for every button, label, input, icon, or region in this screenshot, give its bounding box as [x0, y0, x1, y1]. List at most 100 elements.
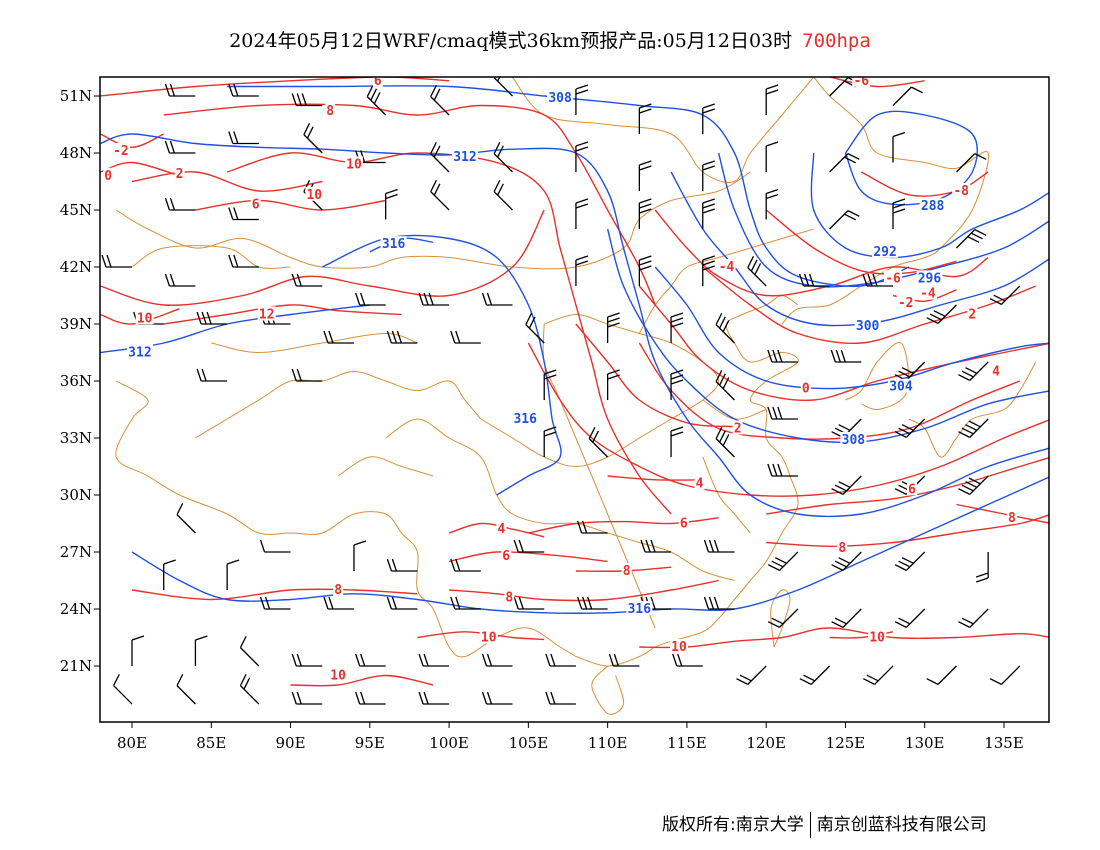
- wind-barb: [638, 198, 652, 229]
- temperature-contour-label: 8: [623, 564, 631, 579]
- wind-barb: [955, 153, 987, 173]
- map-frame: [99, 76, 1050, 723]
- wind-barb: [575, 255, 589, 286]
- geopotential-contour-line: [844, 110, 978, 206]
- wind-barb: [588, 427, 609, 458]
- temperature-contour-label: 10: [481, 631, 497, 646]
- wind-barb: [239, 636, 260, 667]
- wind-barb: [767, 463, 798, 477]
- footer-left: 版权所有:南京大学: [662, 815, 804, 835]
- geopotential-contour-label-bg: [916, 270, 943, 285]
- wind-barb: [450, 596, 481, 610]
- lat-tick-label: 24N: [60, 600, 92, 618]
- wind-barb: [226, 559, 240, 590]
- wind-barb: [702, 198, 715, 229]
- wind-barb: [989, 285, 1021, 305]
- temperature-contour-label-bg: [907, 481, 918, 496]
- wind-barb: [386, 330, 418, 344]
- temperature-contour-label-bg: [717, 259, 736, 273]
- temperature-contour-label-bg: [669, 639, 688, 653]
- title-main: 2024年05月12日WRF/cmaq模式36km预报产品:05月12日03时: [229, 30, 793, 52]
- temperature-contour-line: [702, 266, 1036, 345]
- wind-barb: [767, 406, 798, 420]
- border-line: [195, 370, 482, 439]
- wind-barb: [638, 103, 652, 134]
- wind-barb: [958, 361, 989, 381]
- wind-barb: [638, 160, 652, 191]
- temperature-contour-label: 6: [374, 74, 382, 89]
- wind-barb: [577, 520, 608, 534]
- wind-barb: [640, 539, 672, 553]
- wind-barb: [894, 551, 926, 571]
- border-line: [591, 665, 625, 715]
- wind-barb: [291, 368, 323, 382]
- wind-barb: [164, 83, 196, 97]
- temperature-contour-label-bg: [372, 77, 383, 87]
- wind-barb: [894, 418, 926, 438]
- temperature-contour-label-bg: [504, 589, 515, 604]
- lon-tick-label: 105E: [509, 734, 549, 752]
- geopotential-contour-line: [100, 133, 1049, 518]
- geopotential-contour-line: [810, 152, 1049, 259]
- wind-barb: [386, 558, 418, 572]
- wind-barb: [481, 653, 513, 667]
- temperature-contour-label: -8: [953, 184, 969, 199]
- temperature-contour-label: -6: [853, 74, 869, 89]
- geopotential-contour-label: 300: [856, 319, 880, 334]
- wind-barb: [703, 596, 735, 610]
- wind-barb: [545, 653, 576, 667]
- wind-barb: [481, 292, 513, 306]
- wind-barb: [418, 292, 450, 306]
- wind-barb: [767, 551, 799, 571]
- temperature-contour-label-bg: [967, 306, 978, 321]
- wind-barb: [830, 349, 862, 363]
- temperature-contour-label: 12: [259, 308, 275, 323]
- temperature-contour-label-bg: [479, 629, 498, 644]
- wind-barb: [291, 691, 323, 705]
- wind-barb: [829, 210, 860, 230]
- wind-barb: [958, 608, 989, 628]
- lat-tick-label: 51N: [60, 87, 92, 105]
- wind-barb: [228, 83, 259, 97]
- temperature-contour-line: [638, 342, 1021, 440]
- temperature-contour-label: 10: [137, 311, 153, 326]
- temperature-contour-line: [195, 199, 386, 211]
- wind-barb: [670, 426, 684, 457]
- wind-barb: [291, 93, 323, 107]
- lat-tick-label: 45N: [60, 201, 92, 219]
- wind-barb: [163, 559, 176, 590]
- wind-barb: [894, 608, 926, 628]
- wind-barb: [385, 188, 398, 220]
- footer-right: 南京创蓝科技有限公司: [816, 815, 987, 835]
- temperature-contour-label-bg: [257, 306, 276, 321]
- wind-barb: [430, 180, 450, 211]
- geopotential-contour-label: 316: [513, 412, 537, 427]
- geopotential-contour-label-bg: [919, 198, 946, 213]
- wind-barb: [545, 691, 576, 705]
- wind-barb: [239, 674, 260, 705]
- wind-barb: [543, 426, 557, 457]
- geopotential-contour-line: [322, 234, 562, 496]
- wind-barb: [975, 552, 989, 583]
- wind-barb: [418, 653, 450, 667]
- geopotential-contour-line: [606, 228, 1049, 444]
- wind-barb: [575, 198, 589, 229]
- wind-barb: [430, 85, 450, 116]
- wind-barb: [638, 255, 652, 286]
- wind-barb: [926, 304, 957, 324]
- temperature-contour-line: [131, 171, 323, 192]
- temperature-contour-label-bg: [501, 547, 512, 562]
- temperature-contour-line: [100, 209, 545, 306]
- temperature-contour-label-bg: [732, 420, 743, 435]
- lat-tick-label: 27N: [60, 543, 92, 561]
- temperature-contour-line: [163, 103, 656, 306]
- wind-barb: [113, 674, 133, 705]
- temperature-contour-line: [528, 517, 719, 534]
- temperature-contour-label-bg: [837, 540, 848, 555]
- lon-tick-label: 135E: [984, 734, 1024, 752]
- wind-barb: [702, 103, 715, 134]
- temperature-contour-label: 2: [176, 167, 184, 182]
- geopotential-contour-label-bg: [451, 148, 478, 163]
- wind-barb: [164, 140, 196, 154]
